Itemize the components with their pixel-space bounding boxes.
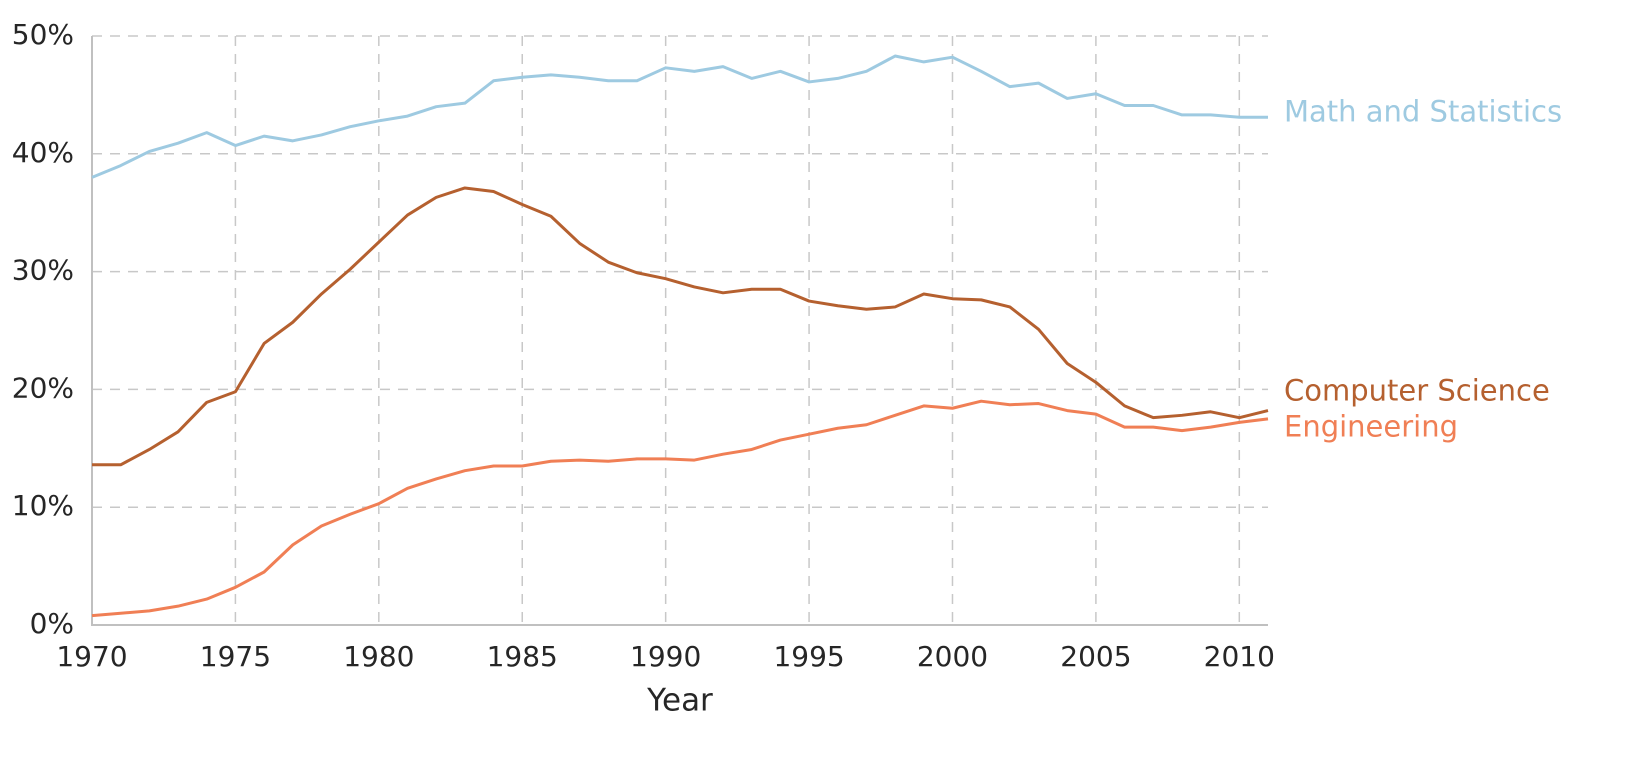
- x-tick-label: 1990: [630, 640, 701, 673]
- y-tick-label: 20%: [12, 371, 74, 404]
- y-tick-label: 40%: [12, 136, 74, 169]
- x-axis-label: Year: [646, 683, 713, 719]
- legend-label: Math and Statistics: [1284, 94, 1562, 128]
- x-tick-label: 1995: [773, 640, 844, 673]
- series-line: [92, 186, 1269, 467]
- series-line: [91, 399, 1269, 618]
- series-line: [91, 54, 1268, 179]
- y-tick-label: 10%: [12, 489, 74, 522]
- y-tick-label: 50%: [12, 18, 74, 51]
- x-tick-label: 2005: [1060, 640, 1131, 673]
- y-tick-label: 30%: [12, 254, 74, 287]
- x-tick-label: 1980: [343, 640, 414, 673]
- y-tick-label: 0%: [30, 607, 74, 640]
- x-tick-label: 2000: [917, 640, 988, 673]
- x-tick-label: 1975: [200, 640, 271, 673]
- x-tick-label: 1970: [56, 640, 127, 673]
- x-tick-label: 2010: [1204, 640, 1275, 673]
- legend-label: Computer Science: [1284, 374, 1550, 408]
- x-tick-label: 1985: [487, 640, 558, 673]
- legend-label: Engineering: [1284, 410, 1458, 444]
